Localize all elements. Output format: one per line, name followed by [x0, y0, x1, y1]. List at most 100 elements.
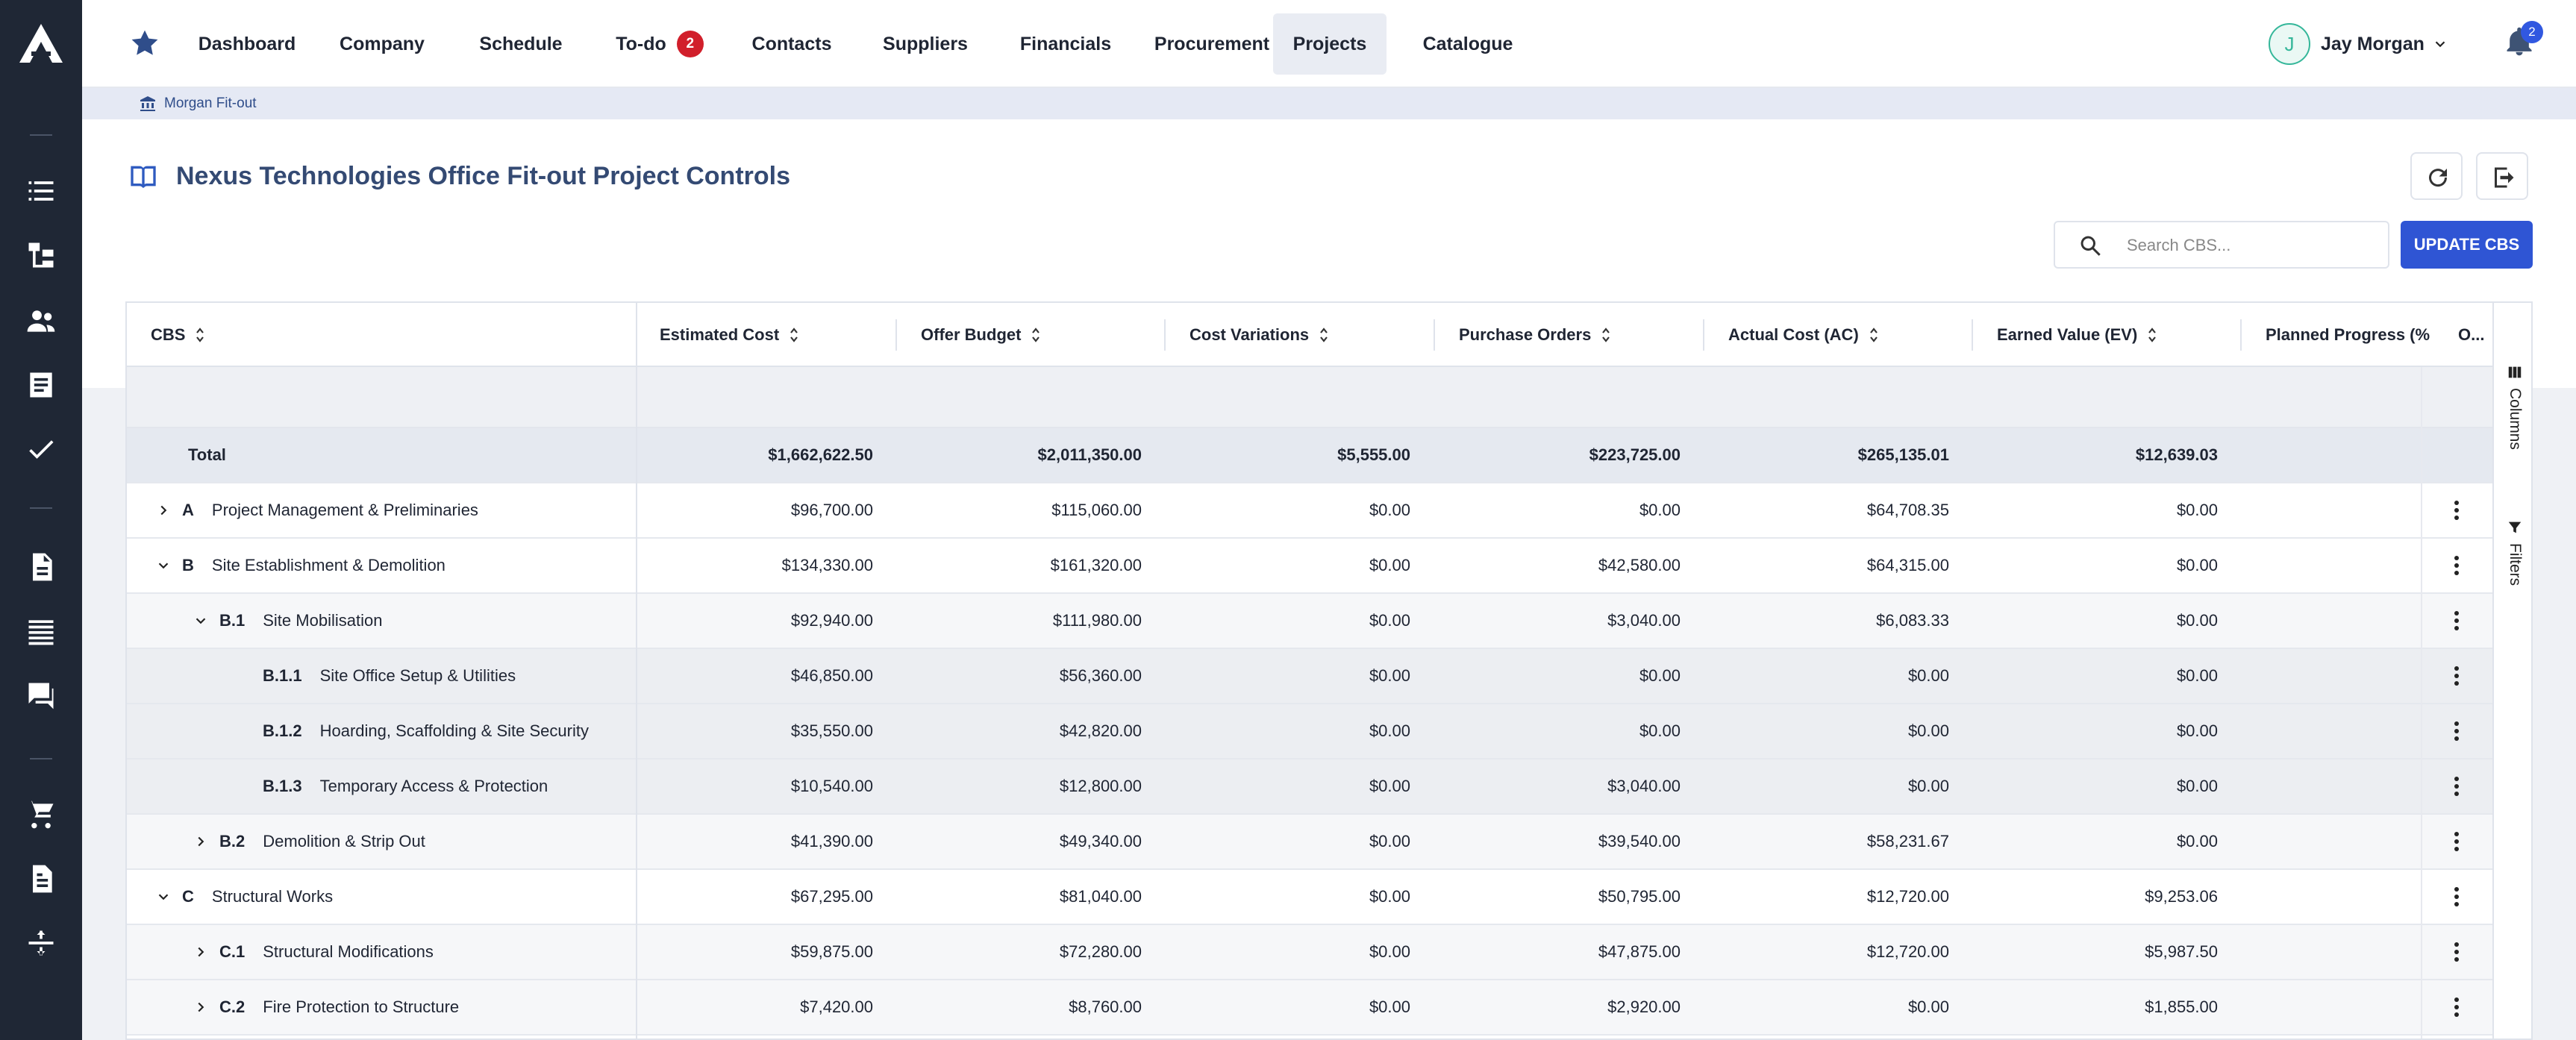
sort-icon [2148, 328, 2157, 342]
file-icon[interactable] [25, 551, 57, 583]
table-icon[interactable] [25, 615, 57, 648]
sort-icon [1032, 328, 1040, 342]
row-actions-button[interactable] [2421, 594, 2492, 648]
cell-value: $0.00 [1369, 501, 1410, 519]
nav-procurement[interactable]: Procurement [1130, 13, 1294, 75]
rail-divider [30, 758, 52, 759]
update-cbs-button[interactable]: UPDATE CBS [2401, 221, 2533, 269]
nav-company[interactable]: Company [330, 13, 434, 75]
row-actions-button[interactable] [2421, 980, 2492, 1034]
column-header[interactable]: Actual Cost (AC) [1704, 303, 1973, 367]
cbs-cell: C Structural Works [155, 870, 333, 924]
column-header[interactable]: CBS [127, 303, 636, 367]
row-actions-button[interactable] [2421, 483, 2492, 537]
nav-projects[interactable]: Projects [1273, 13, 1387, 75]
cell-value: $0.00 [1907, 997, 1949, 1016]
cell-value: $3,040.00 [1607, 777, 1681, 795]
favorites-star-icon[interactable] [128, 27, 161, 60]
filter-icon [2508, 521, 2522, 533]
app-logo-icon[interactable] [16, 21, 66, 66]
sort-icon [1869, 328, 1878, 342]
nav-contacts[interactable]: Contacts [736, 13, 848, 75]
column-header[interactable]: Cost Variations [1166, 303, 1435, 367]
user-menu[interactable]: J Jay Morgan [2269, 22, 2459, 66]
table-row[interactable]: B.1.3 Temporary Access & Protection $10,54… [127, 759, 2492, 815]
list-icon[interactable] [25, 175, 57, 207]
refresh-button[interactable] [2410, 152, 2463, 200]
filters-panel-toggle[interactable]: Filters [2500, 519, 2530, 586]
nav-label: Financials [1019, 33, 1112, 54]
nav-label: To-do [616, 33, 666, 54]
table-row[interactable]: C.1 Structural Modifications $59,875.00 $72… [127, 925, 2492, 980]
nav-dashboard[interactable]: Dashboard [194, 13, 300, 75]
chat-icon[interactable] [25, 679, 57, 712]
cbs-code: B.1.3 [263, 777, 302, 795]
cbs-grid: CBS Estimated Cost Offer Budget Cost Variat… [125, 301, 2533, 1040]
cbs-cell: B.1.1 Site Office Setup & Utilities [236, 649, 516, 703]
column-header-label: O... [2458, 325, 2485, 344]
hierarchy-icon[interactable] [25, 239, 57, 272]
column-header[interactable]: Purchase Orders [1435, 303, 1704, 367]
nav-suppliers[interactable]: Suppliers [866, 13, 985, 75]
notifications-bell-icon[interactable]: 2 [2503, 21, 2543, 63]
cell-value: $2,011,350.00 [1037, 445, 1142, 464]
nav-catalogue[interactable]: Catalogue [1404, 13, 1531, 75]
chevron-right-icon[interactable] [193, 833, 209, 850]
nav-financials[interactable]: Financials [998, 13, 1133, 75]
check-icon[interactable] [25, 433, 57, 466]
row-actions-button[interactable] [2421, 649, 2492, 703]
column-header[interactable]: Earned Value (EV) [1973, 303, 2242, 367]
row-actions-button[interactable] [2421, 759, 2492, 813]
nav-label: Projects [1292, 33, 1367, 54]
rail-divider [30, 134, 52, 136]
row-actions-button[interactable] [2421, 539, 2492, 592]
people-icon[interactable] [25, 304, 57, 337]
cell-value: $0.00 [1369, 997, 1410, 1016]
table-row[interactable]: B.1.1 Site Office Setup & Utilities $46,85… [127, 649, 2492, 704]
table-row[interactable]: B.1 Site Mobilisation $92,940.00 $111,980.0… [127, 594, 2492, 649]
column-header[interactable]: Planned Progress (% [2242, 303, 2443, 367]
search-input[interactable] [2127, 228, 2373, 263]
row-actions-button[interactable] [2421, 815, 2492, 868]
chevron-right-icon[interactable] [193, 999, 209, 1015]
table-row[interactable]: A Project Management & Preliminaries $96,7… [127, 483, 2492, 539]
row-actions-button[interactable] [2421, 704, 2492, 758]
nav-label: Suppliers [883, 33, 968, 54]
columns-panel-toggle[interactable]: Columns [2500, 364, 2530, 450]
cell-value: $134,330.00 [781, 556, 873, 574]
more-vert-icon [2454, 666, 2459, 686]
nav-todo[interactable]: To-do 2 [604, 13, 715, 75]
table-row[interactable]: B.2 Demolition & Strip Out $41,390.00 $49,3… [127, 815, 2492, 870]
cbs-code: C [182, 887, 194, 906]
table-row[interactable]: B Site Establishment & Demolition $134,330… [127, 539, 2492, 594]
cell-value: $0.00 [2176, 666, 2218, 685]
chevron-down-icon[interactable] [155, 889, 172, 905]
row-actions-button[interactable] [2421, 870, 2492, 924]
column-header[interactable]: O... [2443, 303, 2503, 367]
cell-value: $0.00 [1369, 887, 1410, 906]
chevron-down-icon[interactable] [193, 613, 209, 629]
chevron-right-icon[interactable] [155, 502, 172, 519]
column-header[interactable]: Estimated Cost [636, 303, 897, 367]
cbs-name: Site Mobilisation [263, 611, 383, 630]
cell-value: $58,231.67 [1866, 832, 1949, 851]
invoice-icon[interactable] [25, 862, 57, 895]
chevron-down-icon[interactable] [155, 557, 172, 574]
cell-value: $0.00 [2176, 501, 2218, 519]
cell-value: $47,875.00 [1598, 942, 1681, 961]
nav-schedule[interactable]: Schedule [469, 13, 573, 75]
sort-icon [196, 328, 204, 342]
refresh-icon [2429, 169, 2448, 187]
table-row[interactable]: C Structural Works $67,295.00 $81,040.00 $0.… [127, 870, 2492, 925]
export-button[interactable] [2476, 152, 2528, 200]
breadcrumb-project-link[interactable]: Morgan Fit-out [164, 95, 257, 111]
table-row[interactable]: C.2 Fire Protection to Structure $7,420.00… [127, 980, 2492, 1036]
table-row[interactable]: B.1.2 Hoarding, Scaffolding & Site Securi… [127, 704, 2492, 759]
chevron-right-icon[interactable] [193, 944, 209, 960]
filters-label: Filters [2507, 543, 2524, 586]
document-icon[interactable] [25, 369, 57, 401]
row-actions-button[interactable] [2421, 925, 2492, 979]
cart-icon[interactable] [25, 798, 57, 831]
column-header[interactable]: Offer Budget [897, 303, 1166, 367]
adjust-icon[interactable] [25, 927, 57, 959]
